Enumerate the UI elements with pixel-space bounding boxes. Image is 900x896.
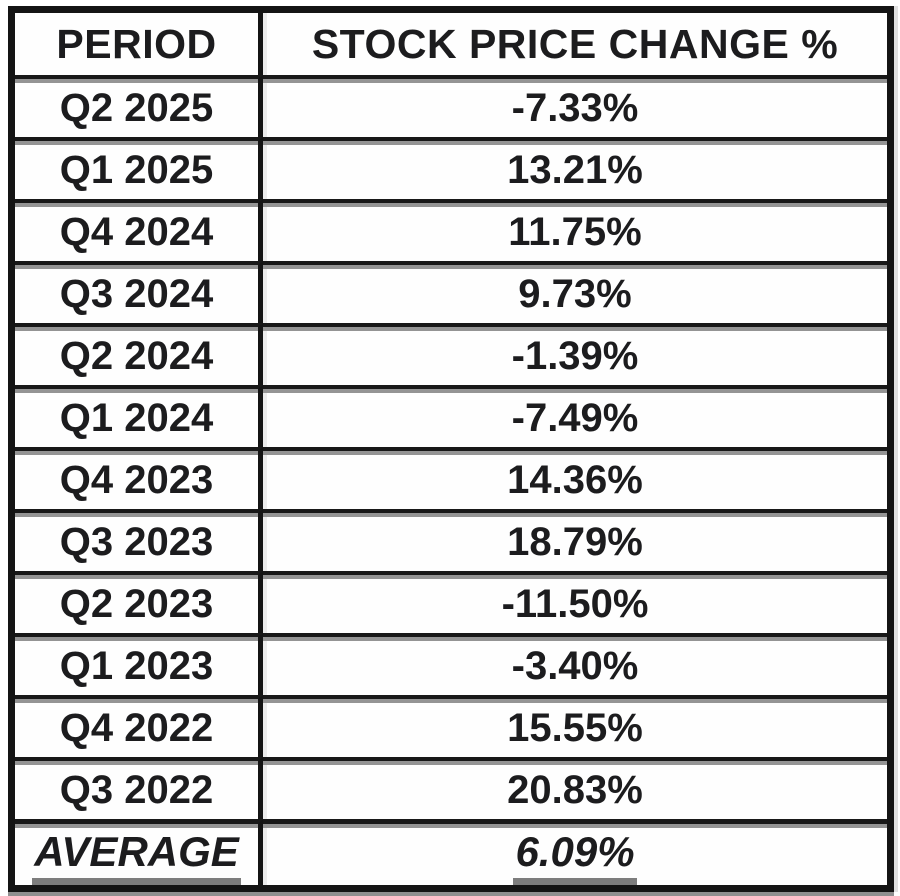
- table-row: Q3 2022 20.83%: [15, 757, 887, 819]
- table-row: Q3 2024 9.73%: [15, 261, 887, 323]
- change-cell: 20.83%: [263, 757, 887, 819]
- table-row: Q1 2023 -3.40%: [15, 633, 887, 695]
- period-cell: Q3 2023: [15, 509, 263, 571]
- table-row: Q3 2023 18.79%: [15, 509, 887, 571]
- table-row: Q2 2023 -11.50%: [15, 571, 887, 633]
- table-row: Q4 2022 15.55%: [15, 695, 887, 757]
- change-cell: 11.75%: [263, 199, 887, 261]
- period-cell: Q3 2022: [15, 757, 263, 819]
- change-cell: -11.50%: [263, 571, 887, 633]
- period-cell: Q4 2022: [15, 695, 263, 757]
- average-label: AVERAGE: [32, 825, 241, 885]
- change-cell: 18.79%: [263, 509, 887, 571]
- table-row: Q2 2025 -7.33%: [15, 75, 887, 137]
- average-value: 6.09%: [513, 825, 637, 885]
- table-row: Q1 2025 13.21%: [15, 137, 887, 199]
- change-cell: -1.39%: [263, 323, 887, 385]
- average-value-cell: 6.09%: [263, 819, 887, 885]
- period-cell: Q1 2024: [15, 385, 263, 447]
- change-cell: 9.73%: [263, 261, 887, 323]
- period-cell: Q3 2024: [15, 261, 263, 323]
- period-cell: Q2 2023: [15, 571, 263, 633]
- table-row: Q4 2023 14.36%: [15, 447, 887, 509]
- average-label-cell: AVERAGE: [15, 819, 263, 885]
- change-cell: 15.55%: [263, 695, 887, 757]
- table-row: Q2 2024 -1.39%: [15, 323, 887, 385]
- table-body: Q2 2025 -7.33% Q1 2025 13.21% Q4 2024 11.75% Q…: [15, 75, 887, 819]
- header-change: STOCK PRICE CHANGE %: [263, 13, 887, 75]
- period-cell: Q1 2023: [15, 633, 263, 695]
- period-cell: Q1 2025: [15, 137, 263, 199]
- change-cell: -3.40%: [263, 633, 887, 695]
- stock-price-table: PERIOD STOCK PRICE CHANGE % Q2 2025 -7.33…: [8, 6, 894, 892]
- table-row: Q1 2024 -7.49%: [15, 385, 887, 447]
- change-cell: 14.36%: [263, 447, 887, 509]
- table-row: Q4 2024 11.75%: [15, 199, 887, 261]
- header-row: PERIOD STOCK PRICE CHANGE %: [15, 13, 887, 75]
- change-cell: -7.49%: [263, 385, 887, 447]
- period-cell: Q4 2024: [15, 199, 263, 261]
- period-cell: Q4 2023: [15, 447, 263, 509]
- average-row: AVERAGE 6.09%: [15, 819, 887, 885]
- period-cell: Q2 2024: [15, 323, 263, 385]
- change-cell: 13.21%: [263, 137, 887, 199]
- change-cell: -7.33%: [263, 75, 887, 137]
- period-cell: Q2 2025: [15, 75, 263, 137]
- header-period: PERIOD: [15, 13, 263, 75]
